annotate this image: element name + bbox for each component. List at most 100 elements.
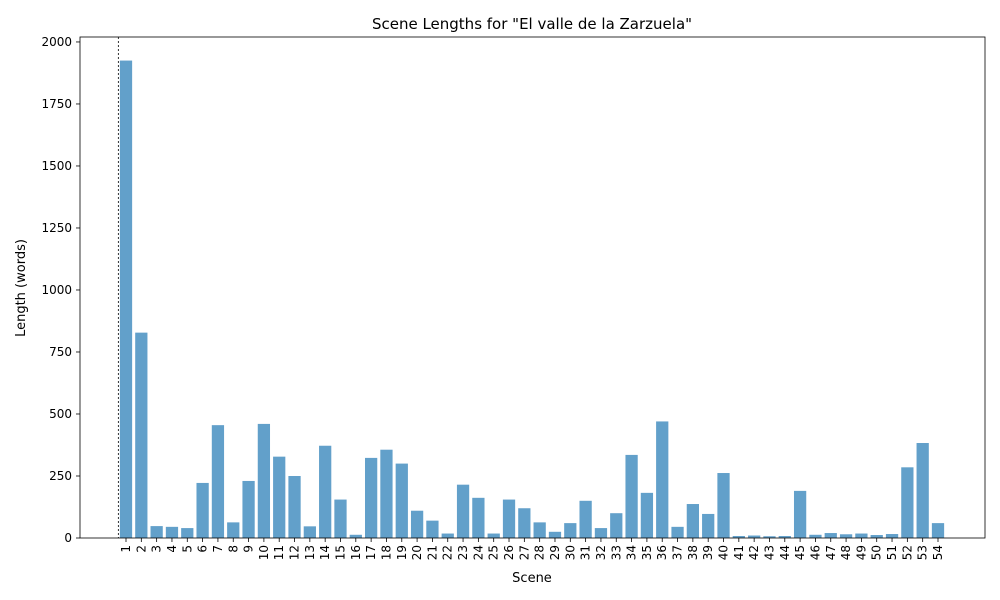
x-tick-label-1: 1 [119,545,133,553]
x-tick-label-50: 50 [870,545,884,560]
x-tick-label-52: 52 [900,545,914,560]
bar-scene-14 [319,445,332,538]
x-tick-label-48: 48 [839,545,853,560]
x-tick-label-32: 32 [594,545,608,560]
x-tick-label-44: 44 [778,545,792,560]
x-tick-label-20: 20 [410,545,424,560]
bar-scene-23 [456,484,470,538]
bar-scene-53 [916,443,929,538]
bar-scene-3 [150,526,163,538]
bar-scene-51 [885,534,899,538]
x-tick-label-40: 40 [717,545,731,560]
bar-scene-33 [610,513,623,538]
bar-scene-35 [640,492,654,538]
bar-scene-36 [656,421,669,538]
bar-scene-9 [242,480,255,538]
bar-scene-50 [870,535,883,538]
x-tick-label-53: 53 [916,545,930,560]
bar-scene-5 [181,528,194,538]
x-tick-label-2: 2 [134,545,148,553]
bar-scene-16 [349,534,362,538]
bar-scene-10 [257,423,271,538]
x-tick-label-18: 18 [379,545,393,560]
bar-scene-30 [564,523,577,538]
x-tick-label-28: 28 [533,545,547,560]
x-axis: 1 2 3 4 5 6 7 8 9 10 11 12 13 14 15 16 17 18 19 20 21 22 23 24 2… [119,538,945,560]
bar-scene-20 [410,510,424,538]
x-tick-label-10: 10 [257,545,271,560]
bar-scene-18 [380,449,393,538]
x-tick-label-45: 45 [793,545,807,560]
y-tick-label: 1000 [41,283,72,297]
bar-scene-4 [165,526,179,538]
x-tick-label-37: 37 [671,545,685,560]
bar-scene-21 [426,520,439,538]
x-tick-label-11: 11 [272,545,286,560]
bar-scene-28 [533,522,546,538]
bar-scene-31 [579,500,592,538]
x-tick-label-24: 24 [471,545,485,560]
bars-group [119,60,945,539]
bar-scene-25 [487,533,500,538]
x-tick-label-30: 30 [563,545,577,560]
bar-scene-19 [395,463,408,538]
bar-scene-15 [334,499,347,538]
bar-scene-47 [824,533,837,538]
bar-scene-45 [793,490,807,538]
y-tick-label: 0 [64,531,72,545]
x-tick-label-34: 34 [625,545,639,560]
x-axis-label: Scene [512,571,552,586]
chart-title: Scene Lengths for "El valle de la Zarzue… [372,15,692,33]
bar-scene-24 [472,497,485,538]
bar-scene-54 [931,523,945,538]
bar-scene-11 [273,456,286,538]
x-tick-label-31: 31 [579,545,593,560]
bar-scene-41 [732,536,745,538]
bar-scene-13 [303,526,316,538]
x-tick-label-19: 19 [395,545,409,560]
x-tick-label-17: 17 [364,545,378,560]
bar-scene-32 [594,528,608,538]
bar-scene-34 [625,454,638,538]
x-tick-label-54: 54 [931,545,945,560]
bar-scene-17 [365,457,378,538]
bar-scene-29 [548,531,562,538]
y-axis-label: Length (words) [14,239,29,337]
bar-scene-37 [671,526,684,538]
x-tick-label-6: 6 [196,545,210,553]
x-tick-label-15: 15 [333,545,347,560]
y-tick-label: 250 [49,469,72,483]
x-tick-label-33: 33 [609,545,623,560]
x-tick-label-5: 5 [180,545,194,553]
bar-scene-1 [119,60,133,539]
bar-scene-38 [686,504,699,538]
bar-scene-48 [839,534,853,538]
bar-scene-22 [441,533,454,538]
x-tick-label-39: 39 [701,545,715,560]
bar-scene-49 [855,533,868,538]
bar-scene-27 [518,508,531,538]
x-tick-label-36: 36 [655,545,669,560]
bar-scene-39 [702,513,715,538]
x-tick-label-12: 12 [288,545,302,560]
bar-scene-12 [288,476,301,538]
x-tick-label-13: 13 [303,545,317,560]
y-tick-label: 1750 [41,97,72,111]
y-tick-label: 500 [49,407,72,421]
x-tick-label-9: 9 [242,545,256,553]
x-tick-label-22: 22 [441,545,455,560]
bar-scene-40 [717,473,730,538]
x-tick-label-3: 3 [150,545,164,553]
x-tick-label-51: 51 [885,545,899,560]
x-tick-label-41: 41 [732,545,746,560]
bar-scene-6 [196,482,209,538]
bar-scene-7 [211,425,225,538]
y-tick-label: 750 [49,345,72,359]
x-tick-label-35: 35 [640,545,654,560]
plot-frame [79,36,986,539]
x-tick-label-16: 16 [349,545,363,560]
x-tick-label-49: 49 [854,545,868,560]
y-axis: 0 250 500 750 1000 1250 1500 1750 2000 [41,35,80,545]
x-tick-label-29: 29 [548,545,562,560]
x-tick-label-43: 43 [762,545,776,560]
